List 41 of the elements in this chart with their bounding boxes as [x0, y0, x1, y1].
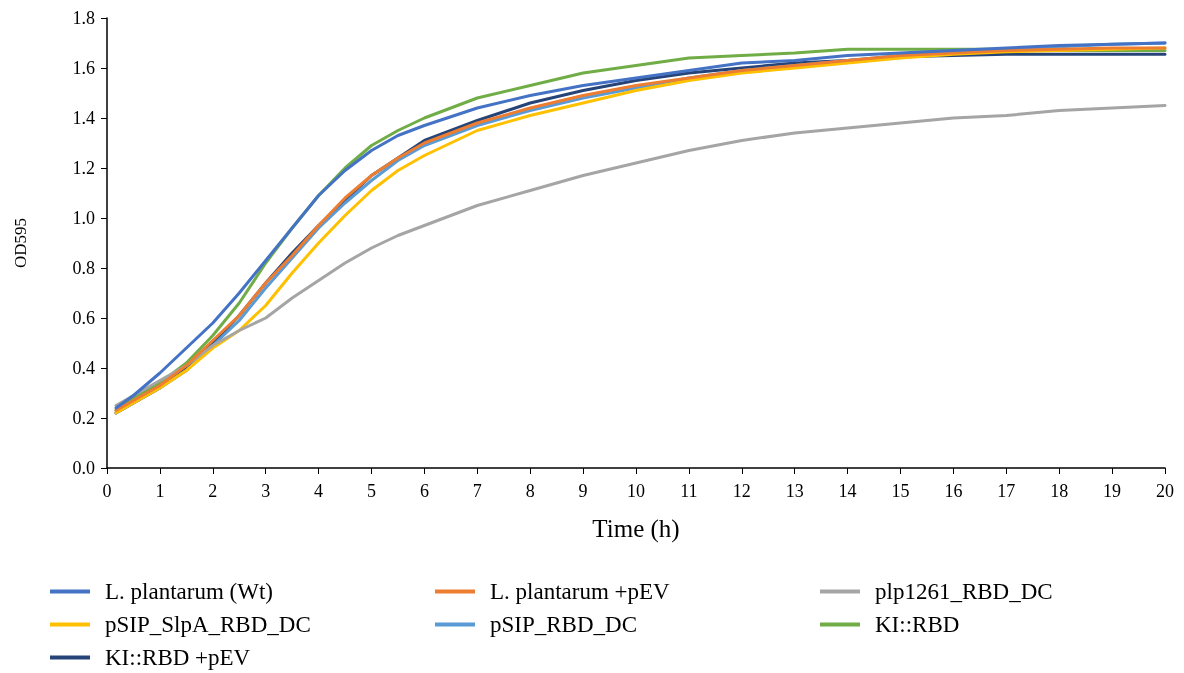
x-tick-label: 16	[944, 481, 963, 501]
y-tick-label: 0.4	[72, 358, 95, 378]
x-tick-label: 10	[627, 481, 645, 501]
legend-label: L. plantarum (Wt)	[105, 579, 273, 604]
legend-label: pSIP_RBD_DC	[490, 612, 637, 637]
x-tick-label: 8	[525, 481, 535, 501]
y-tick-label: 1.8	[72, 8, 95, 28]
x-tick-label: 3	[261, 481, 271, 501]
x-tick-label: 0	[102, 481, 112, 501]
x-tick-label: 2	[208, 481, 218, 501]
x-tick-label: 18	[1050, 481, 1069, 501]
x-tick-label: 1	[155, 481, 165, 501]
x-axis-title: Time (h)	[592, 515, 680, 543]
x-tick-label: 5	[367, 481, 376, 501]
y-tick-label: 0.0	[72, 458, 95, 478]
legend-label: L. plantarum +pEV	[490, 579, 671, 604]
x-tick-label: 14	[838, 481, 857, 501]
y-tick-label: 0.2	[72, 408, 95, 428]
x-tick-label: 20	[1156, 481, 1174, 501]
y-tick-label: 1.4	[72, 108, 95, 128]
legend-label: plp1261_RBD_DC	[875, 579, 1053, 604]
legend-label: KI::RBD	[875, 612, 960, 637]
legend-label: pSIP_SlpA_RBD_DC	[105, 612, 311, 637]
x-tick-label: 12	[732, 481, 751, 501]
x-tick-label: 11	[680, 481, 698, 501]
y-tick-label: 0.6	[72, 308, 95, 328]
x-tick-label: 15	[891, 481, 910, 501]
legend-label: KI::RBD +pEV	[105, 645, 251, 670]
y-axis-title: OD595	[11, 217, 30, 269]
x-tick-label: 19	[1103, 481, 1122, 501]
x-tick-label: 17	[997, 481, 1016, 501]
x-tick-label: 4	[314, 481, 324, 501]
x-tick-label: 13	[785, 481, 804, 501]
x-tick-label: 7	[472, 481, 482, 501]
y-tick-label: 0.8	[72, 258, 95, 278]
line-series	[114, 104, 1167, 407]
y-tick-label: 1.0	[72, 208, 95, 228]
x-tick-label: 6	[419, 481, 429, 501]
y-tick-label: 1.6	[72, 58, 95, 78]
x-tick-label: 9	[578, 481, 588, 501]
y-tick-label: 1.2	[72, 158, 95, 178]
